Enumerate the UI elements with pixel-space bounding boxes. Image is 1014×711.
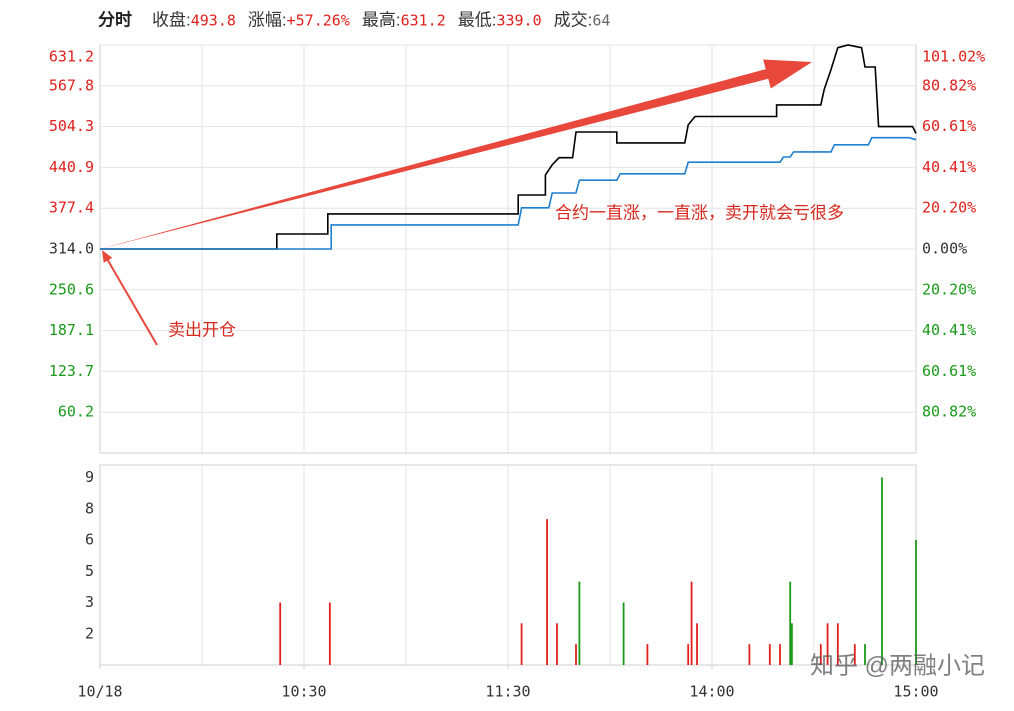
y2-tick-label: 40.41% [922,158,976,176]
volume-bar [791,623,793,665]
annotation: 卖出开仓 [168,320,236,339]
volume-bar [575,644,577,665]
annotation: 合约一直涨，一直涨，卖开就会亏很多 [555,203,844,222]
labels: 631.2 567.8 504.3 440.9 377.4 314.0 250.6 187.1… [49,10,985,700]
volume-bar [687,644,690,665]
volume-bar [696,623,698,665]
y-tick-label: 250.6 [49,280,94,298]
y2-tick-label: 40.41% [922,321,976,339]
grid [100,44,916,665]
volume-bar [520,623,523,665]
volume-bar [646,644,649,665]
stat-label: 成交: [554,10,593,29]
watermark: 知乎 @两融小记 [810,652,985,679]
volume-bar [819,644,822,665]
chart-title: 分时 [98,10,132,29]
volume-bar [556,623,558,665]
volume-bar [748,644,751,665]
volume-bar [328,602,331,665]
y2-tick-label: 101.02% [922,48,985,66]
stat-label: 涨幅: [248,10,287,29]
stat-label: 收盘: [152,10,191,29]
volume-bar [789,581,792,665]
pointer-arrow [105,256,158,346]
volume-bar [864,644,866,665]
stat-label: 最高: [362,10,401,29]
y2-tick-label: 0.00% [922,240,967,258]
price-line [100,44,917,250]
y-tick-label: 504.3 [49,117,94,135]
y2-tick-label: 80.82% [922,403,976,421]
x-tick-label: 10:30 [281,683,326,701]
y-tick-label: 377.4 [49,199,94,217]
y-tick-label: 2 [85,624,94,642]
y2-tick-label: 60.61% [922,117,976,135]
volume-bar [779,644,781,665]
y-tick-label: 123.7 [49,362,94,380]
stat-label: 最低: [458,10,497,29]
y-tick-label: 314.0 [49,240,94,258]
volume-bar [622,602,625,665]
y-tick-label: 6 [85,531,94,549]
volume-bar [279,602,282,665]
marks [99,44,917,669]
volume-bar [915,540,917,665]
y-tick-label: 8 [85,499,94,517]
x-tick-label: 11:30 [485,683,530,701]
y2-tick-label: 60.61% [922,362,976,380]
x-tick-label: 14:00 [689,683,734,701]
stat-value: 64 [592,12,610,30]
y-tick-label: 631.2 [49,48,94,66]
y-tick-label: 3 [85,593,94,611]
y-tick-label: 440.9 [49,158,94,176]
y2-tick-label: 20.20% [922,199,976,217]
x-tick-label: 10/18 [77,683,122,701]
y2-tick-label: 80.82% [922,76,976,94]
volume-bar [768,644,771,665]
volume-bar [836,623,839,665]
y2-tick-label: 20.20% [922,280,976,298]
volume-bar [853,644,856,665]
x-tick-label: 15:00 [893,683,938,701]
volume-bar [578,581,581,665]
y-tick-label: 187.1 [49,321,94,339]
volume-bar [826,623,829,665]
volume-bar [690,581,693,665]
volume-bar [546,519,548,665]
y-tick-label: 9 [85,468,94,486]
trend-arrow [100,59,812,249]
volume-bar [881,477,883,665]
stat-value: 339.0 [496,12,541,30]
stat-value: +57.26% [287,12,350,30]
stat-value: 631.2 [401,12,446,30]
y-tick-label: 60.2 [58,403,94,421]
y-tick-label: 567.8 [49,76,94,94]
pointer-arrow-head [102,250,113,263]
stat-value: 493.8 [191,12,236,30]
y-tick-label: 5 [85,562,94,580]
price-line [100,136,917,250]
